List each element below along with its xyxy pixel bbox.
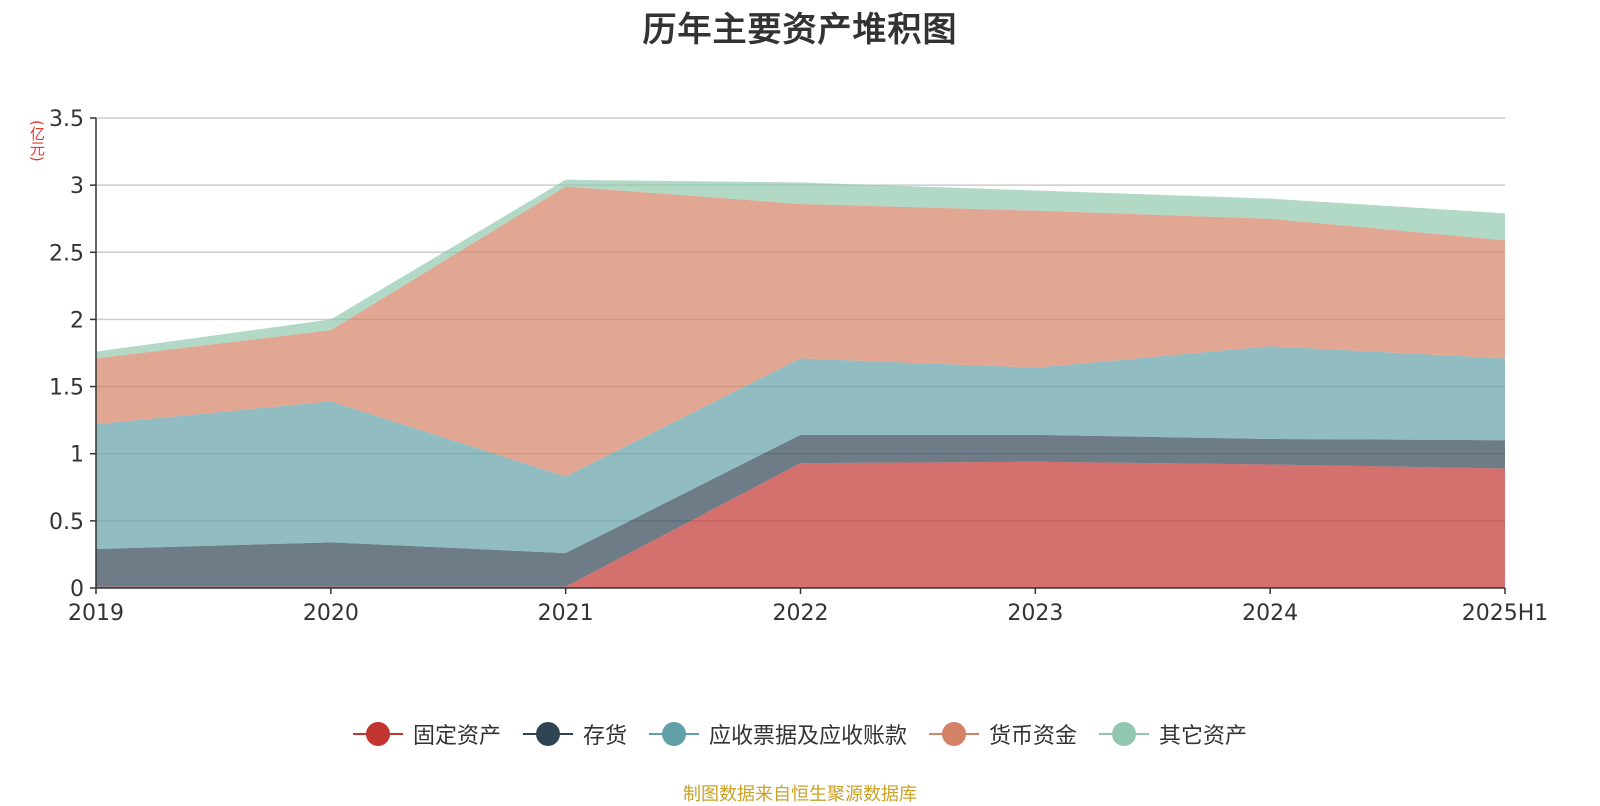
y-tick-label: 2.5 [49,241,84,266]
legend-item-3[interactable]: 货币资金 [929,718,1077,750]
area-series-1 [96,434,1505,587]
x-tick-label: 2024 [1242,601,1298,626]
legend: 固定资产 存货 应收票据及应收账款 货币资金 其它资产 [0,718,1600,750]
legend-marker-icon [1099,721,1150,747]
legend-item-1[interactable]: 存货 [522,718,627,750]
y-tick-label: 1 [70,443,84,468]
y-axis-unit-label: (亿元) [28,120,46,162]
y-tick-label: 0 [70,577,84,602]
area-series-4 [96,179,1505,359]
x-tick-label: 2022 [773,601,829,626]
x-tick-label: 2020 [303,601,359,626]
y-tick-label: 3.5 [49,107,84,132]
x-tick-label: 2021 [538,601,594,626]
legend-marker-dot [535,722,560,746]
legend-marker-icon [648,721,699,747]
legend-marker-icon [929,721,979,747]
area-series-0 [96,461,1505,588]
y-tick-label: 3 [70,174,84,199]
legend-item-4[interactable]: 其它资产 [1099,718,1247,750]
legend-marker-dot [942,722,966,746]
area-series-3 [96,186,1505,477]
legend-marker-dot [1112,722,1137,746]
legend-label: 应收票据及应收账款 [708,724,907,749]
legend-marker-dot [365,722,390,746]
legend-marker-icon [352,721,403,747]
legend-label: 存货 [582,724,627,749]
chart-title: 历年主要资产堆积图 [642,10,958,50]
x-tick-label: 2023 [1007,601,1063,626]
legend-label: 其它资产 [1159,724,1248,749]
area-series-2 [96,346,1505,554]
y-tick-label: 0.5 [49,510,84,535]
legend-item-2[interactable]: 应收票据及应收账款 [648,718,907,750]
legend-marker-icon [522,721,573,747]
y-tick-label: 2 [70,308,84,333]
legend-label: 固定资产 [412,724,501,749]
legend-label: 货币资金 [989,724,1078,749]
x-tick-label: 2019 [68,601,124,626]
y-tick-label: 1.5 [49,376,84,401]
legend-item-0[interactable]: 固定资产 [352,718,501,750]
legend-marker-dot [661,722,686,746]
source-note: 制图数据来自恒生聚源数据库 [683,784,917,805]
x-tick-label: 2025H1 [1462,601,1549,626]
